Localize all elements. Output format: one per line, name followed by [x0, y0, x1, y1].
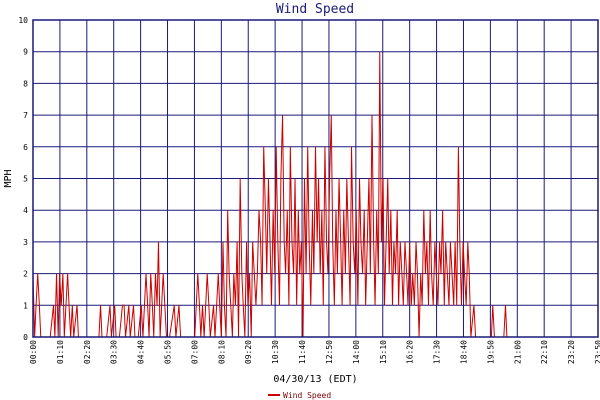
x-tick-label: 05:50	[164, 340, 173, 364]
x-tick-label: 16:20	[406, 340, 415, 364]
chart-title: Wind Speed	[276, 2, 354, 17]
x-tick-label: 03:30	[110, 340, 119, 364]
legend: Wind Speed	[268, 391, 331, 400]
x-tick-label: 23:50	[594, 340, 600, 364]
x-tick-label: 04:40	[137, 340, 146, 364]
plot-frame	[32, 19, 599, 338]
y-tick-label: 3	[23, 238, 28, 247]
x-tick-label: 10:30	[271, 340, 280, 364]
x-tick-label: 17:30	[433, 340, 442, 364]
x-tick-label: 12:50	[325, 340, 334, 364]
x-tick-label: 07:00	[190, 340, 199, 364]
x-tick-label: 01:10	[56, 340, 65, 364]
y-tick-label: 2	[23, 270, 28, 279]
y-tick-label: 6	[23, 143, 28, 152]
series-wind-speed	[32, 51, 594, 338]
y-tick-label: 8	[23, 79, 28, 88]
x-tick-label: 21:00	[513, 340, 522, 364]
x-tick-label: 02:20	[83, 340, 92, 364]
x-tick-label: 08:10	[217, 340, 226, 364]
x-axis-ticks: 00:00 01:10 02:20 03:30 04:40 05:50 07:00 08:10…	[29, 340, 600, 364]
series-line-wind-speed	[32, 51, 594, 338]
y-axis-ticks: 0 1 2 3 4 5 6 7 8 9 10	[18, 16, 28, 342]
x-tick-label: 15:10	[379, 340, 388, 364]
x-tick-label: 00:00	[29, 340, 38, 364]
x-tick-label: 23:20	[567, 340, 576, 364]
x-tick-label: 22:10	[540, 340, 549, 364]
x-tick-label: 14:00	[352, 340, 361, 364]
x-tick-label: 09:20	[244, 340, 253, 364]
y-tick-label: 4	[23, 206, 28, 215]
y-tick-label: 0	[23, 333, 28, 342]
y-axis-label: MPH	[3, 169, 14, 187]
y-tick-label: 5	[23, 175, 28, 184]
y-tick-label: 1	[23, 301, 28, 310]
y-tick-label: 10	[18, 16, 28, 25]
x-tick-label: 11:40	[298, 340, 307, 364]
x-axis-label: 04/30/13 (EDT)	[273, 374, 357, 385]
x-tick-label: 18:40	[459, 340, 468, 364]
y-tick-label: 7	[23, 111, 28, 120]
y-tick-label: 9	[23, 48, 28, 57]
x-tick-label: 19:50	[486, 340, 495, 364]
legend-label-wind-speed: Wind Speed	[283, 391, 331, 400]
